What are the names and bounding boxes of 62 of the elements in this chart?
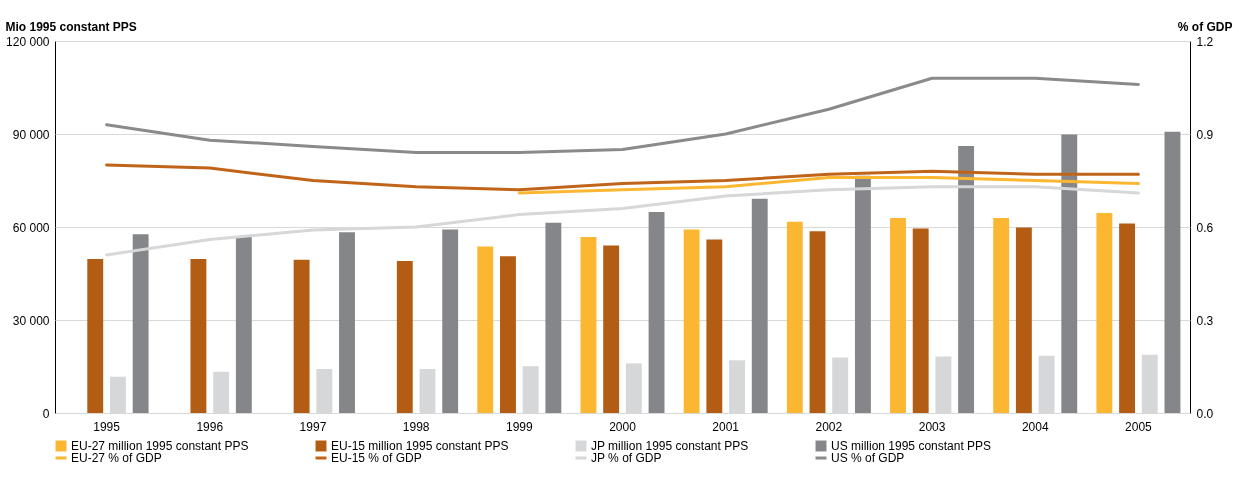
bar [235, 236, 252, 413]
bar [580, 236, 597, 413]
bar [339, 232, 355, 413]
x-tick-label: 2001 [712, 419, 740, 434]
x-tick-label: 2004 [1021, 419, 1049, 434]
bar [890, 218, 906, 413]
bar [786, 221, 803, 413]
bar [958, 146, 975, 413]
bar [500, 256, 516, 413]
y2-axis-title: % of GDP [1177, 19, 1233, 34]
bar [545, 222, 562, 413]
legend-label: JP million 1995 constant PPS [591, 439, 749, 453]
bar [477, 246, 494, 413]
bar [683, 229, 700, 413]
bar [396, 261, 413, 413]
bar [993, 218, 1010, 413]
line-series [105, 163, 1140, 192]
bar [912, 228, 929, 413]
x-tick-label: 1999 [505, 419, 533, 434]
bar [809, 231, 826, 413]
y2-tick-label: 0.6 [1196, 220, 1214, 235]
y2-tick-label: 0.3 [1196, 313, 1214, 328]
x-tick-label: 2005 [1125, 419, 1153, 434]
y-tick-label: 90 000 [12, 127, 50, 142]
x-tick-label: 1996 [196, 419, 224, 434]
legend-label: US million 1995 constant PPS [831, 439, 992, 453]
x-tick-label: 2002 [815, 419, 843, 434]
x-tick-label: 1997 [299, 419, 327, 434]
x-tick-label: 1998 [402, 419, 430, 434]
legend-label: JP % of GDP [591, 451, 662, 465]
x-tick-label: 1995 [93, 419, 121, 434]
legend-label: EU-27 million 1995 constant PPS [71, 439, 249, 453]
y2-tick-label: 0.9 [1196, 127, 1214, 142]
legend-label: US % of GDP [831, 451, 905, 465]
bar [1015, 227, 1032, 413]
y-tick-label: 60 000 [12, 220, 50, 235]
line-series [517, 175, 1140, 195]
bar [1096, 213, 1113, 413]
bar [706, 239, 723, 413]
bar [190, 258, 207, 413]
legend-label: EU-15 % of GDP [331, 451, 422, 465]
bar [87, 258, 104, 413]
bar [1119, 223, 1135, 413]
y2-tick-label: 0.0 [1196, 406, 1214, 421]
bar [603, 245, 620, 413]
legend-label: EU-27 % of GDP [71, 451, 162, 465]
x-tick-label: 2000 [609, 419, 637, 434]
line-series [105, 76, 1140, 155]
bar [1061, 134, 1078, 413]
y2-tick-label: 1.2 [1196, 34, 1214, 49]
bar [132, 234, 149, 413]
bar [442, 229, 459, 413]
y-tick-label: 30 000 [12, 313, 50, 328]
x-tick-label: 2003 [918, 419, 946, 434]
bar [751, 198, 768, 413]
y-tick-label: 120 000 [6, 34, 50, 49]
bar [1164, 131, 1181, 413]
legend-label: EU-15 million 1995 constant PPS [331, 439, 509, 453]
y-tick-label: 0 [42, 406, 50, 421]
y-axis-title: Mio 1995 constant PPS [5, 19, 137, 34]
bar [648, 212, 665, 413]
bar [293, 259, 310, 413]
